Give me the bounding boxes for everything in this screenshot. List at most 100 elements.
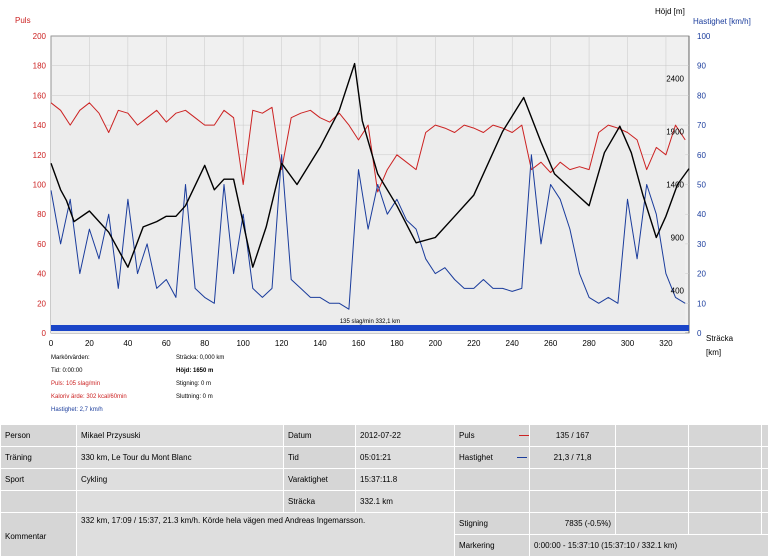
marker-values-panel-2: Sträcka: 0,000 km Höjd: 1650 m Stigning:… — [176, 352, 224, 404]
hastighet-tick-label: 10 — [697, 299, 706, 308]
marker-stracka: Sträcka: 0,000 km — [176, 352, 224, 365]
tid-value[interactable]: 05:01:21 — [356, 447, 455, 469]
varaktighet-value[interactable]: 15:37:11.8 — [356, 469, 455, 491]
marker-title: Markörvärden: — [51, 352, 127, 365]
empty-cell — [762, 513, 768, 535]
traning-value[interactable]: 330 km, Le Tour du Mont Blanc — [77, 447, 284, 469]
empty-cell — [762, 491, 768, 513]
puls-legend-line — [519, 435, 529, 436]
x-tick-label: 140 — [313, 339, 327, 348]
x-tick-label: 120 — [275, 339, 289, 348]
puls-tick-label: 20 — [37, 299, 46, 308]
empty-cell — [616, 447, 689, 469]
hastighet-legend-line — [517, 457, 527, 458]
empty-cell — [1, 491, 77, 513]
puls-summary-text: Puls — [459, 431, 475, 440]
empty-cell — [689, 491, 762, 513]
puls-tick-label: 180 — [33, 62, 47, 71]
hojd-tick-label: 2400 — [666, 74, 684, 83]
puls-tick-label: 80 — [37, 210, 46, 219]
sport-value[interactable]: Cykling — [77, 469, 284, 491]
empty-cell — [455, 491, 530, 513]
empty-cell — [762, 425, 768, 447]
hastighet-tick-label: 0 — [697, 329, 702, 338]
empty-cell — [530, 491, 616, 513]
puls-summary-value: 135 / 167 — [530, 425, 616, 447]
empty-cell — [689, 447, 762, 469]
stracka-value[interactable]: 332.1 km — [356, 491, 455, 513]
hastighet-tick-label: 60 — [697, 151, 706, 160]
stigning-label: Stigning — [455, 513, 530, 535]
x-tick-label: 240 — [506, 339, 520, 348]
x-tick-label: 200 — [429, 339, 443, 348]
hastighet-tick-label: 40 — [697, 210, 706, 219]
empty-cell — [616, 491, 689, 513]
empty-cell — [689, 425, 762, 447]
hastighet-tick-label: 50 — [697, 181, 706, 190]
empty-cell — [530, 469, 616, 491]
person-label: Person — [1, 425, 77, 447]
summary-row-traning: Träning 330 km, Le Tour du Mont Blanc Ti… — [1, 447, 768, 469]
marker-puls: Puls: 105 slag/min — [51, 378, 127, 391]
hastighet-tick-label: 30 — [697, 240, 706, 249]
summary-row-sport: Sport Cykling Varaktighet 15:37:11.8 — [1, 469, 768, 491]
summary-row-person: Person Mikael Przysuski Datum 2012-07-22… — [1, 425, 768, 447]
stigning-value: 7835 (-0.5%) — [530, 513, 616, 535]
hastighet-summary-value: 21,3 / 71,8 — [530, 447, 616, 469]
stracka-label: Sträcka — [284, 491, 356, 513]
markering-value: 0:00:00 - 15:37:10 (15:37:10 / 332.1 km) — [530, 535, 768, 557]
empty-cell — [616, 469, 689, 491]
x-tick-label: 40 — [123, 339, 132, 348]
x-tick-label: 160 — [352, 339, 366, 348]
hojd-axis-title: Höjd [m] — [655, 7, 685, 16]
puls-summary-label: Puls — [455, 425, 530, 447]
x-tick-label: 0 — [49, 339, 54, 348]
distance-scale-bar[interactable] — [51, 325, 689, 331]
kommentar-value[interactable]: 332 km, 17:09 / 15:37, 21.3 km/h. Körde … — [77, 513, 455, 557]
x-axis-unit: [km] — [706, 348, 721, 357]
empty-cell — [616, 513, 689, 535]
traning-label: Träning — [1, 447, 77, 469]
hastighet-summary-text: Hastighet — [459, 453, 493, 462]
x-tick-label: 280 — [582, 339, 596, 348]
marker-sluttning: Sluttning: 0 m — [176, 391, 224, 404]
marker-tid: Tid: 0:00:00 — [51, 365, 127, 378]
puls-tick-label: 120 — [33, 151, 47, 160]
person-value[interactable]: Mikael Przysuski — [77, 425, 284, 447]
varaktighet-label: Varaktighet — [284, 469, 356, 491]
empty-cell — [762, 447, 768, 469]
markering-label: Markering — [455, 535, 530, 557]
summary-row-kommentar: Kommentar 332 km, 17:09 / 15:37, 21.3 km… — [1, 513, 768, 535]
scale-bar-label: 135 slag/min 332,1 km — [340, 319, 400, 325]
kommentar-label: Kommentar — [1, 513, 77, 557]
empty-cell — [616, 425, 689, 447]
hastighet-axis-title: Hastighet [km/h] — [693, 17, 751, 26]
puls-tick-label: 140 — [33, 121, 47, 130]
marker-kalori: Kaloriv ärde: 302 kcal/60min — [51, 391, 127, 404]
x-tick-label: 20 — [85, 339, 94, 348]
hastighet-tick-label: 20 — [697, 270, 706, 279]
empty-cell — [689, 469, 762, 491]
hojd-tick-label: 1400 — [666, 181, 684, 190]
puls-tick-label: 100 — [33, 181, 47, 190]
puls-tick-label: 200 — [33, 32, 47, 41]
datum-value[interactable]: 2012-07-22 — [356, 425, 455, 447]
empty-cell — [455, 469, 530, 491]
hastighet-tick-label: 90 — [697, 62, 706, 71]
tid-label: Tid — [284, 447, 356, 469]
x-tick-label: 180 — [390, 339, 404, 348]
puls-tick-label: 40 — [37, 270, 46, 279]
puls-tick-label: 160 — [33, 91, 47, 100]
x-tick-label: 80 — [200, 339, 209, 348]
hastighet-tick-label: 100 — [697, 32, 711, 41]
empty-cell — [689, 513, 762, 535]
hojd-tick-label: 1900 — [666, 127, 684, 136]
datum-label: Datum — [284, 425, 356, 447]
x-tick-label: 320 — [659, 339, 673, 348]
hastighet-summary-label: Hastighet — [455, 447, 530, 469]
empty-cell — [762, 469, 768, 491]
puls-tick-label: 60 — [37, 240, 46, 249]
summary-table: Person Mikael Przysuski Datum 2012-07-22… — [0, 424, 768, 557]
marker-stigning: Stigning: 0 m — [176, 378, 224, 391]
hastighet-tick-label: 70 — [697, 121, 706, 130]
